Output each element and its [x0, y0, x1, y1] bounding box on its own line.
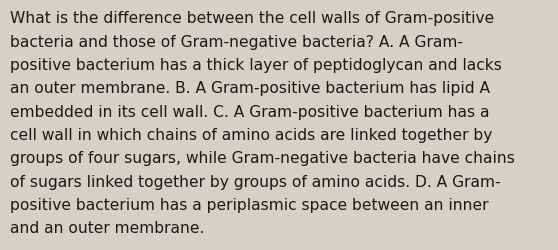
- Text: of sugars linked together by groups of amino acids. D. A Gram-: of sugars linked together by groups of a…: [10, 174, 501, 189]
- Text: What is the difference between the cell walls of Gram-positive: What is the difference between the cell …: [10, 11, 494, 26]
- Text: groups of four sugars, while Gram-negative bacteria have chains: groups of four sugars, while Gram-negati…: [10, 151, 515, 166]
- Text: embedded in its cell wall. C. A Gram-positive bacterium has a: embedded in its cell wall. C. A Gram-pos…: [10, 104, 489, 119]
- Text: positive bacterium has a thick layer of peptidoglycan and lacks: positive bacterium has a thick layer of …: [10, 58, 502, 73]
- Text: an outer membrane. B. A Gram-positive bacterium has lipid A: an outer membrane. B. A Gram-positive ba…: [10, 81, 490, 96]
- Text: and an outer membrane.: and an outer membrane.: [10, 220, 204, 236]
- Text: bacteria and those of Gram-negative bacteria? A. A Gram-: bacteria and those of Gram-negative bact…: [10, 34, 463, 50]
- Text: cell wall in which chains of amino acids are linked together by: cell wall in which chains of amino acids…: [10, 128, 492, 142]
- Text: positive bacterium has a periplasmic space between an inner: positive bacterium has a periplasmic spa…: [10, 197, 489, 212]
